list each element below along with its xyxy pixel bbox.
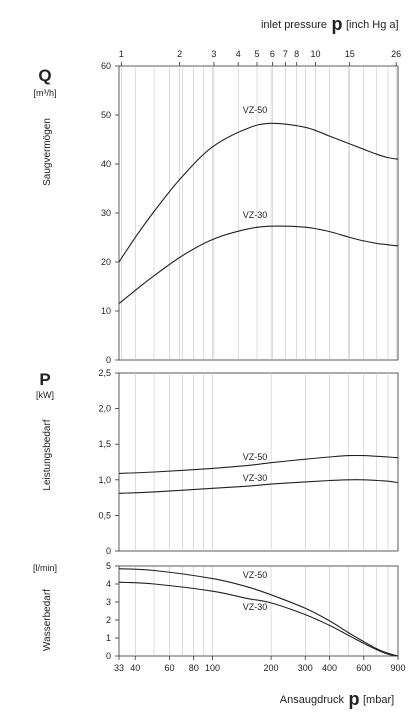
top-xtick-label: 1 [119, 49, 124, 59]
w-ytick-label: 3 [106, 597, 111, 607]
p-ytick-label: 0 [106, 546, 111, 556]
bottom-xtick-label: 400 [322, 663, 337, 673]
q-unit: [m³/h] [33, 88, 56, 98]
w-title: Wasserbedarf [42, 589, 53, 651]
q-ytick-label: 60 [101, 61, 111, 71]
top-xtick-label: 6 [270, 49, 275, 59]
p-series-line-vz-30 [118, 479, 399, 494]
w-frame [118, 565, 399, 657]
q-series-line-vz-30 [118, 225, 399, 305]
bottom-axis-symbol: p [349, 689, 360, 709]
bottom-xtick-label: 100 [205, 663, 220, 673]
q-ytick-label: 10 [101, 306, 111, 316]
w-series-line-vz-30 [118, 581, 399, 657]
bottom-xtick-label: 300 [298, 663, 313, 673]
top-xtick-label: 8 [294, 49, 299, 59]
p-symbol: P [39, 370, 50, 389]
bottom-xtick-label: 600 [356, 663, 371, 673]
bottom-xtick-label: 40 [130, 663, 140, 673]
bottom-xtick-label: 60 [164, 663, 174, 673]
q-title: Saugvermögen [42, 118, 53, 186]
q-ytick-label: 0 [106, 355, 111, 365]
q-ytick-label: 30 [101, 208, 111, 218]
top-xtick-label: 5 [254, 49, 259, 59]
top-xtick-label: 7 [283, 49, 288, 59]
top-xtick-label: 2 [177, 49, 182, 59]
q-series-label-vz-50: VZ-50 [243, 105, 268, 115]
top-xtick-label: 3 [211, 49, 216, 59]
p-ytick-label: 1,0 [98, 475, 111, 485]
w-ytick-label: 0 [106, 651, 111, 661]
top-xtick-label: 10 [310, 49, 320, 59]
bottom-xtick-label: 200 [264, 663, 279, 673]
top-axis-label-prefix: inlet pressure [261, 19, 327, 31]
top-axis-label-suffix: [inch Hg a] [346, 19, 399, 31]
bottom-axis-label-prefix: Ansaugdruck [280, 694, 345, 706]
w-series-line-vz-50 [118, 568, 399, 657]
w-series-label-vz-50: VZ-50 [243, 570, 268, 580]
q-series-label-vz-30: VZ-30 [243, 210, 268, 220]
p-series-label-vz-30: VZ-30 [243, 473, 268, 483]
q-symbol: Q [38, 66, 51, 85]
w-ytick-label: 4 [106, 579, 111, 589]
p-unit: [kW] [36, 390, 54, 400]
top-xtick-label: 26 [391, 49, 401, 59]
q-ytick-label: 50 [101, 110, 111, 120]
bottom-xtick-label: 80 [189, 663, 199, 673]
bottom-xtick-label: 900 [390, 663, 405, 673]
p-ytick-label: 2,0 [98, 404, 111, 414]
p-ytick-label: 0,5 [98, 510, 111, 520]
p-series-label-vz-50: VZ-50 [243, 452, 268, 462]
p-title: Leistungsbedarf [42, 419, 53, 490]
w-unit: [l/min] [33, 563, 57, 573]
p-ytick-label: 1,5 [98, 439, 111, 449]
q-ytick-label: 40 [101, 159, 111, 169]
w-ytick-label: 5 [106, 561, 111, 571]
w-ytick-label: 1 [106, 633, 111, 643]
bottom-axis-label-suffix: [mbar] [363, 694, 394, 706]
w-ytick-label: 2 [106, 615, 111, 625]
top-xtick-label: 4 [236, 49, 241, 59]
bottom-xtick-label: 33 [114, 663, 124, 673]
q-ytick-label: 20 [101, 257, 111, 267]
plot-layer: 0102030405060VZ-50VZ-3000,51,01,52,02,5V… [98, 49, 405, 673]
top-xtick-label: 15 [345, 49, 355, 59]
q-series-line-vz-50 [118, 122, 399, 263]
w-series-label-vz-30: VZ-30 [243, 602, 268, 612]
top-axis-symbol: p [332, 14, 343, 34]
p-frame [118, 372, 399, 552]
p-ytick-label: 2,5 [98, 368, 111, 378]
p-series-line-vz-50 [118, 454, 399, 474]
